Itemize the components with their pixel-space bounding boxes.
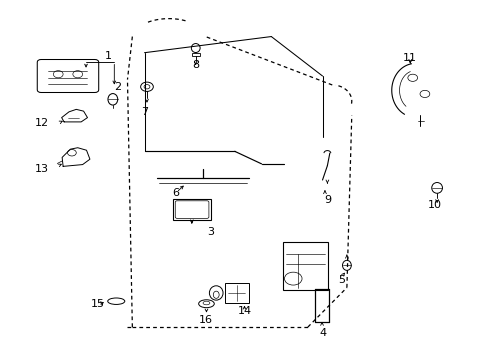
Text: 6: 6: [172, 188, 180, 198]
Text: 4: 4: [318, 328, 325, 338]
Text: 16: 16: [198, 315, 212, 325]
Text: 14: 14: [237, 306, 251, 316]
Text: 11: 11: [403, 53, 416, 63]
Text: 1: 1: [104, 51, 111, 61]
Text: 13: 13: [35, 164, 49, 174]
Text: 5: 5: [338, 275, 345, 285]
Text: 12: 12: [35, 118, 49, 128]
Text: 15: 15: [91, 299, 105, 309]
Text: 3: 3: [206, 227, 213, 237]
Text: 9: 9: [323, 195, 330, 205]
Text: 10: 10: [427, 200, 441, 210]
Text: 2: 2: [114, 82, 121, 92]
Text: 7: 7: [141, 107, 148, 117]
Text: 8: 8: [192, 60, 199, 70]
